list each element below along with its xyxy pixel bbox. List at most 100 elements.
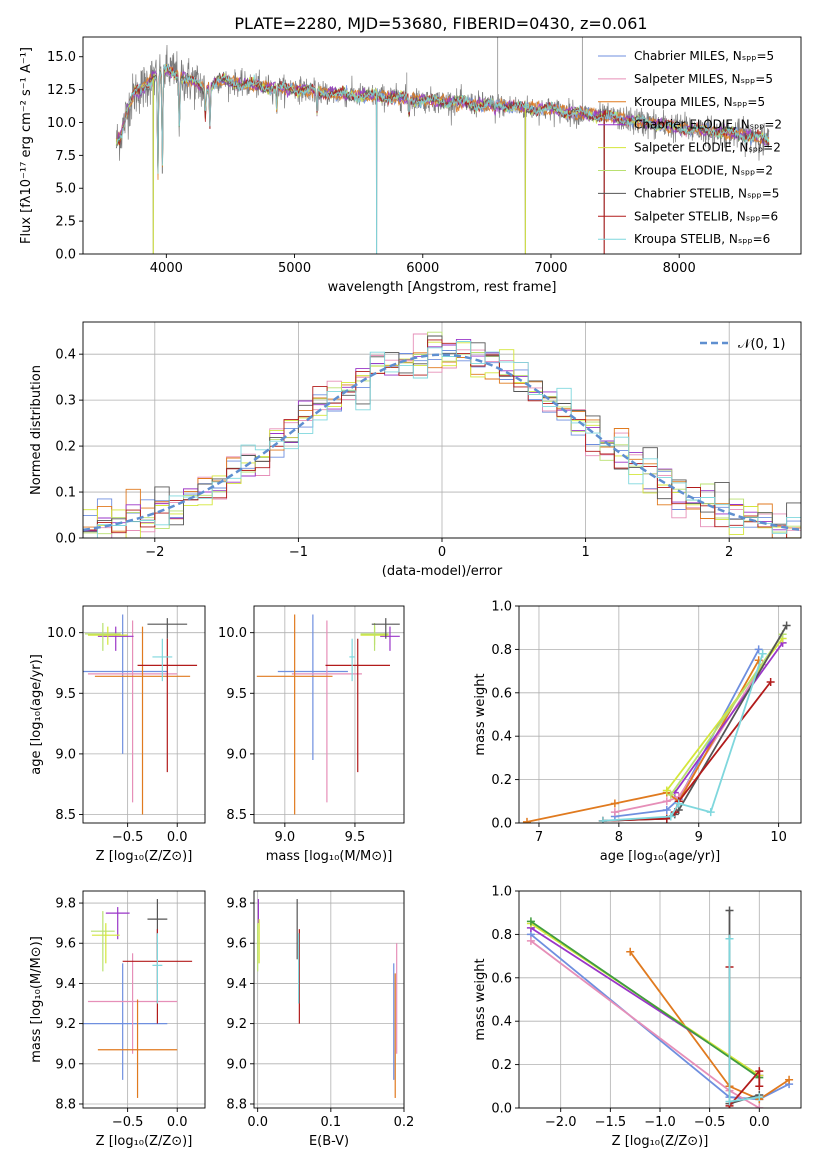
series-marker — [725, 934, 734, 943]
residual-histogram — [83, 333, 801, 538]
x-tick-label: 8 — [615, 830, 623, 845]
x-axis-label: Z [log₁₀(Z/Z⊙)] — [612, 1134, 709, 1149]
y-tick-label: 0.6 — [491, 971, 512, 986]
plot-area-massweight_vs_age — [522, 621, 791, 823]
x-tick-label: 0 — [438, 545, 446, 560]
series-line — [530, 920, 760, 1079]
x-tick-label: 0.0 — [167, 830, 188, 845]
y-tick-label: 9.5 — [226, 687, 247, 702]
gaussian-curve — [83, 353, 801, 532]
y-tick-label: 0.1 — [55, 486, 76, 501]
legend-label: Salpeter STELIB, Nₛₚₚ=6 — [634, 209, 778, 223]
series-marker — [755, 1104, 764, 1108]
y-axis-label: Normed distribution — [29, 365, 44, 495]
x-tick-label: −2 — [145, 545, 164, 560]
y-tick-label: 8.8 — [226, 1097, 247, 1112]
y-tick-label: 9.6 — [226, 937, 247, 952]
series-marker — [662, 786, 671, 795]
y-tick-label: 8.5 — [226, 808, 247, 823]
spectrum-model-line — [115, 65, 770, 169]
x-tick-label: 8000 — [663, 261, 696, 276]
axes-frame — [82, 890, 206, 1109]
panel-age_vs_Z: −0.5 0.0 8.5 9.0 9.5 10.0 Z [log₁₀(Z/Z⊙)] age [… — [29, 605, 206, 864]
x-tick-label: 0.0 — [749, 1115, 770, 1130]
series-line — [614, 648, 760, 818]
plot-area-age_vs_Z — [83, 614, 198, 815]
y-tick-label: 0.0 — [55, 532, 76, 547]
legend-label: Chabrier MILES, Nₛₚₚ=5 — [634, 49, 774, 63]
y-tick-label: 8.8 — [55, 1097, 76, 1112]
panel-age_vs_mass: 9.0 9.5 8.5 9.0 9.5 10.0 mass [log₁₀(M/M⊙)] — [218, 605, 405, 864]
series-marker — [755, 1067, 764, 1076]
panel-massweight_vs_Z: −2.0 −1.5 −1.0 −0.5 0.0 0.0 0.2 0.4 0.6 0.8 1.0 Z [… — [473, 885, 802, 1149]
y-tick-label: 15.0 — [47, 50, 76, 65]
y-tick-label: 0.2 — [491, 773, 512, 788]
y-tick-label: 5.0 — [55, 182, 76, 197]
y-tick-label: 9.8 — [55, 897, 76, 912]
x-axis-label: wavelength [Angstrom, rest frame] — [328, 280, 557, 295]
series-marker — [758, 649, 767, 658]
x-axis-label: (data-model)/error — [382, 564, 503, 579]
plot-area-mass_vs_Z — [83, 899, 193, 1098]
y-axis-label: mass weight — [473, 673, 488, 755]
series-line — [674, 642, 784, 794]
y-axis-label: mass weight — [473, 958, 488, 1040]
series-marker — [522, 817, 531, 823]
series-marker — [706, 808, 715, 817]
y-tick-label: 9.2 — [226, 1017, 247, 1032]
y-tick-label: 0.3 — [55, 394, 76, 409]
series-marker — [610, 808, 619, 817]
axes-frame — [518, 605, 802, 824]
series-marker — [626, 947, 635, 956]
y-tick-label: 9.8 — [226, 897, 247, 912]
x-axis-label: Z [log₁₀(Z/Z⊙)] — [96, 1134, 193, 1149]
residual-legend: 𝒩(0, 1) — [700, 337, 785, 352]
y-tick-label: 1.0 — [491, 885, 512, 900]
x-tick-label: 9.5 — [345, 830, 366, 845]
x-tick-label: −0.5 — [112, 830, 144, 845]
series-marker — [662, 805, 671, 814]
series-marker — [725, 1097, 734, 1106]
axes-frame — [253, 890, 405, 1109]
y-tick-label: 0.6 — [491, 686, 512, 701]
panel-mass_vs_ebv: 0.0 0.1 0.2 8.8 9.0 9.2 9.4 9.6 9.8 E(B-V) — [226, 890, 414, 1149]
legend-label: Chabrier ELODIE, Nₛₚₚ=2 — [634, 118, 782, 132]
y-tick-label: 0.4 — [491, 730, 512, 745]
y-tick-label: 0.2 — [55, 440, 76, 455]
series-marker — [782, 621, 791, 630]
y-tick-label: 0.0 — [491, 1102, 512, 1117]
y-tick-label: 10.0 — [218, 626, 247, 641]
x-tick-label: −0.5 — [694, 1115, 726, 1130]
plot-area-residuals — [83, 331, 801, 538]
legend-label: Kroupa STELIB, Nₛₚₚ=6 — [634, 232, 770, 246]
residual-histogram — [83, 341, 801, 538]
series-marker — [610, 799, 619, 808]
series-marker — [755, 1082, 764, 1091]
y-tick-label: 0.2 — [491, 1058, 512, 1073]
spectrum-legend: Chabrier MILES, Nₛₚₚ=5 Salpeter MILES, Nₛ… — [598, 49, 782, 246]
axes-frame — [82, 605, 206, 824]
series-line — [629, 951, 790, 1101]
plot-area-age_vs_mass — [256, 614, 400, 815]
legend-label: Salpeter ELODIE, Nₛₚₚ=2 — [634, 141, 781, 155]
x-tick-label: −1 — [289, 545, 308, 560]
legend-label: Salpeter MILES, Nₛₚₚ=5 — [634, 72, 773, 86]
x-tick-label: 10 — [770, 830, 787, 845]
series-marker — [598, 816, 607, 823]
x-tick-label: 0.0 — [167, 1115, 188, 1130]
x-tick-label: 7000 — [534, 261, 567, 276]
series-line — [670, 633, 784, 796]
x-tick-label: 5000 — [278, 261, 311, 276]
x-tick-label: −0.5 — [112, 1115, 144, 1130]
plot-area-spectrum — [115, 37, 770, 254]
y-axis-label: Flux [fλ10⁻¹⁷ erg cm⁻² s⁻¹ A⁻¹] — [19, 47, 34, 244]
x-tick-label: −2.0 — [545, 1115, 577, 1130]
x-axis-label: Z [log₁₀(Z/Z⊙)] — [96, 849, 193, 864]
y-tick-label: 9.2 — [55, 1017, 76, 1032]
y-axis-label: mass [log₁₀(M/M⊙)] — [29, 936, 44, 1063]
y-tick-label: 9.6 — [55, 937, 76, 952]
y-axis-label: age [log₁₀(age/yr)] — [29, 654, 44, 775]
x-tick-label: 6000 — [406, 261, 439, 276]
panel-residuals: −2 −1 0 1 2 0.0 0.1 0.2 0.3 0.4 (data-model)/error… — [29, 321, 802, 579]
